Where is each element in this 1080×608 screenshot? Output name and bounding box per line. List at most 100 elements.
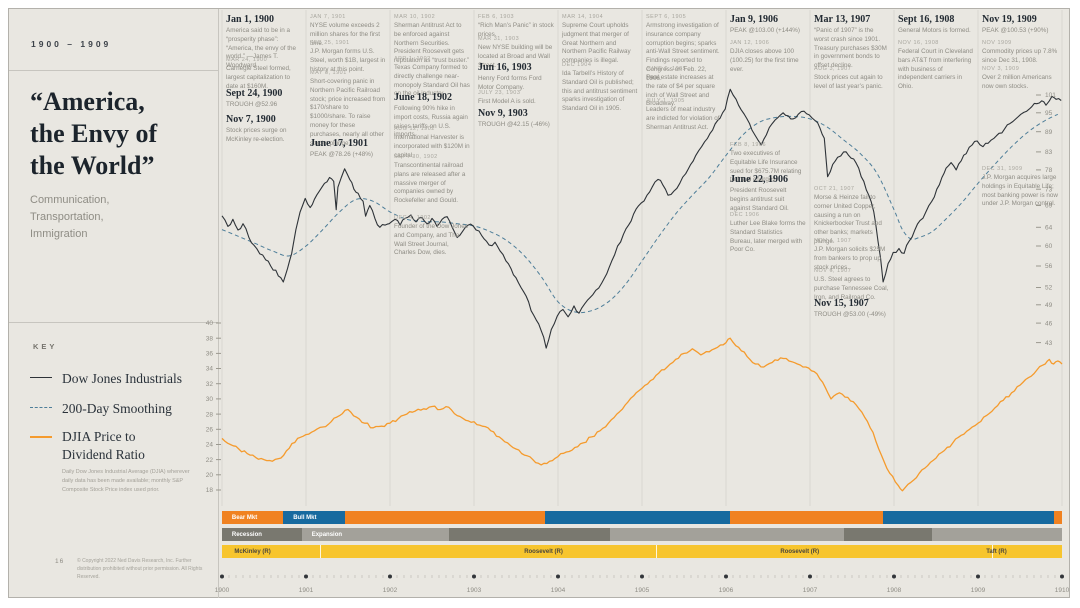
band-label: Taft (R) xyxy=(986,548,1007,555)
left-axis-label: 24 xyxy=(206,442,214,449)
event-text: TROUGH @53.00 (-49%) xyxy=(814,311,886,318)
sidebar-divider-top xyxy=(9,70,218,71)
timeline-event: FEB 8, 1906 Two executives of Equitable L… xyxy=(730,142,806,185)
period-label: 1900 – 1909 xyxy=(31,39,112,49)
right-axis-label: 101 xyxy=(1045,92,1056,99)
event-date: JULY 23, 1903 xyxy=(478,90,521,96)
left-axis-label: 18 xyxy=(206,487,214,494)
right-axis-label: 64 xyxy=(1045,225,1053,232)
event-text: NYSE volume exceeds 2 million shares for… xyxy=(310,22,380,47)
year-dot xyxy=(640,574,644,579)
event-date: JAN 12, 1906 xyxy=(730,40,770,46)
timeline-column-1909: Nov 19, 1909 PEAK @100.53 (+90%) NOV 1909 C… xyxy=(982,0,1059,510)
sidebar-divider-key xyxy=(9,322,218,323)
right-axis-label: 95 xyxy=(1045,110,1053,117)
timeline-event: JAN 7, 1901 NYSE volume exceeds 2 million… xyxy=(310,14,386,48)
economy-band-recession xyxy=(843,528,932,541)
right-axis-label: 60 xyxy=(1045,243,1053,250)
year-label: 1906 xyxy=(719,587,734,594)
timeline-column-1900: Jan 1, 1900 America said to be in a “pros… xyxy=(226,0,303,510)
timeline-event: NOV 4, 1907 J.P. Morgan solicits $25M fro… xyxy=(814,238,890,272)
timeline-event: NOV 1909 Commodity prices up 7.8% since D… xyxy=(982,40,1058,66)
event-text: J.P. Morgan solicits $25M from bankers t… xyxy=(814,246,886,271)
event-text: Henry Ford forms Ford Motor Company. xyxy=(478,75,542,91)
event-date: AUG 12, 1902 xyxy=(394,126,435,132)
event-date: OCT 21, 1907 xyxy=(814,186,855,192)
event-date: APR 1, 1902 xyxy=(394,56,431,62)
event-text: Carnegie Steel formed, largest capitaliz… xyxy=(226,65,291,90)
smoothing-line xyxy=(221,113,1059,314)
paper-background xyxy=(8,8,1070,598)
left-axis-label: 40 xyxy=(206,320,214,327)
event-date: June 18, 1902 xyxy=(394,92,453,103)
president-band xyxy=(222,545,1062,558)
timeline-event: June 22, 1906 President Roosevelt begins … xyxy=(730,174,806,213)
timeline-column-1902: MAR 10, 1902 Sherman Antitrust Act to be … xyxy=(394,0,471,510)
timeline-column-1901: JAN 7, 1901 NYSE volume exceeds 2 million… xyxy=(310,0,387,510)
year-label: 1909 xyxy=(971,587,986,594)
timeline-event: NOV 3, 1909 Over 2 million Americans now … xyxy=(982,66,1058,92)
event-date: SEPT 30, 1902 xyxy=(394,154,438,160)
ratio-line xyxy=(221,337,1063,492)
right-axis-label: 73 xyxy=(1045,186,1053,193)
year-label: 1905 xyxy=(635,587,650,594)
timeline-event: DEC 1906 Luther Lee Blake forms the Stand… xyxy=(730,212,806,255)
right-axis-label: 89 xyxy=(1045,129,1053,136)
timeline-event: SEPT 30, 1902 Transcontinental railroad p… xyxy=(394,154,470,206)
copyright-text: © Copyright 2022 Ned Davis Research, Inc… xyxy=(77,558,203,580)
market-band-bear xyxy=(222,511,284,524)
event-text: America said to be in a “prosperity phas… xyxy=(226,27,296,70)
timeline-event: AUG 3, 1907 Stock prices cut again to lev… xyxy=(814,66,890,92)
timeline-event: Mar 13, 1907 “Panic of 1907” is the worst… xyxy=(814,14,890,71)
event-date: SEPT 6, 1905 xyxy=(646,14,687,20)
event-date: DEC 31, 1909 xyxy=(982,166,1023,172)
timeline-event: JAN 12, 1906 DJIA closes above 100 (100.2… xyxy=(730,40,806,74)
timeline-column-1906: Jan 9, 1906 PEAK @103.00 (+144%) JAN 12, 1… xyxy=(730,0,807,510)
band-label: Expansion xyxy=(311,531,343,538)
band-label: Recession xyxy=(231,531,262,538)
market-band-bear xyxy=(1053,511,1062,524)
timeline-event: APR 1, 1902 Texas Company formed to direc… xyxy=(394,56,470,99)
timeline-column-1907: Mar 13, 1907 “Panic of 1907” is the worst… xyxy=(814,0,891,510)
event-text: Supreme Court upholds judgment that merg… xyxy=(562,22,631,65)
event-date: DEC 1904 xyxy=(562,62,592,68)
event-date: JULY 1, 1905 xyxy=(646,98,685,104)
event-date: MAR 24, 1900 xyxy=(226,57,268,63)
event-text: Following 90% hike in import costs, Russ… xyxy=(394,105,468,139)
timeline-event: June 17, 1901 PEAK @78.26 (+48%) xyxy=(310,138,386,160)
event-date: Nov 15, 1907 xyxy=(814,298,869,309)
event-date: Nov 7, 1900 xyxy=(226,114,276,125)
event-text: President Roosevelt begins antitrust sui… xyxy=(730,187,789,212)
timeline-event: MAY 8, 1901 Short-covering panic in North… xyxy=(310,70,386,149)
event-date: Sept 16, 1908 xyxy=(898,14,955,25)
event-date: JUNE 6, 1905 xyxy=(646,66,687,72)
event-date: DEC 1906 xyxy=(730,212,760,218)
timeline-column-1905: SEPT 6, 1905 Armstrong investigation of i… xyxy=(646,0,723,510)
year-label: 1900 xyxy=(215,587,230,594)
legend-swatch-smoothing xyxy=(30,407,52,408)
right-axis-label: 56 xyxy=(1045,263,1053,270)
event-text: TROUGH @52.96 xyxy=(226,101,278,108)
year-label: 1907 xyxy=(803,587,818,594)
right-axis-label: 78 xyxy=(1045,167,1053,174)
event-text: Two executives of Equitable Life Insuran… xyxy=(730,150,802,184)
event-text: International Harvester is incorporated … xyxy=(394,134,470,159)
year-label: 1910 xyxy=(1055,587,1070,594)
timeline-event: MAR 24, 1900 Carnegie Steel formed, large… xyxy=(226,57,302,91)
timeline-event: OCT 21, 1907 Morse & Heinze fail to corne… xyxy=(814,186,890,247)
market-band-bull xyxy=(545,511,731,524)
event-date: MAR 31, 1903 xyxy=(478,36,520,42)
year-dot xyxy=(304,574,308,579)
timeline-event: MAR 10, 1902 Sherman Antitrust Act to be … xyxy=(394,14,470,66)
year-dot xyxy=(1060,574,1064,579)
economy-band-recession xyxy=(448,528,611,541)
left-axis-label: 28 xyxy=(206,411,214,418)
timeline-event: Sept 24, 1900 TROUGH @52.96 xyxy=(226,88,302,110)
timeline-event: NOV 16, 1908 Federal Court in Cleveland b… xyxy=(898,40,974,92)
event-text: Luther Lee Blake forms the Standard Stat… xyxy=(730,220,806,254)
timeline-event: FEB 25, 1901 J.P. Morgan forms U.S. Steel… xyxy=(310,40,386,74)
timeline-event: SEPT 6, 1905 Armstrong investigation of i… xyxy=(646,14,722,84)
right-axis-label: 69 xyxy=(1045,203,1053,210)
event-text: Commodity prices up 7.8% since Dec 31, 1… xyxy=(982,48,1058,64)
